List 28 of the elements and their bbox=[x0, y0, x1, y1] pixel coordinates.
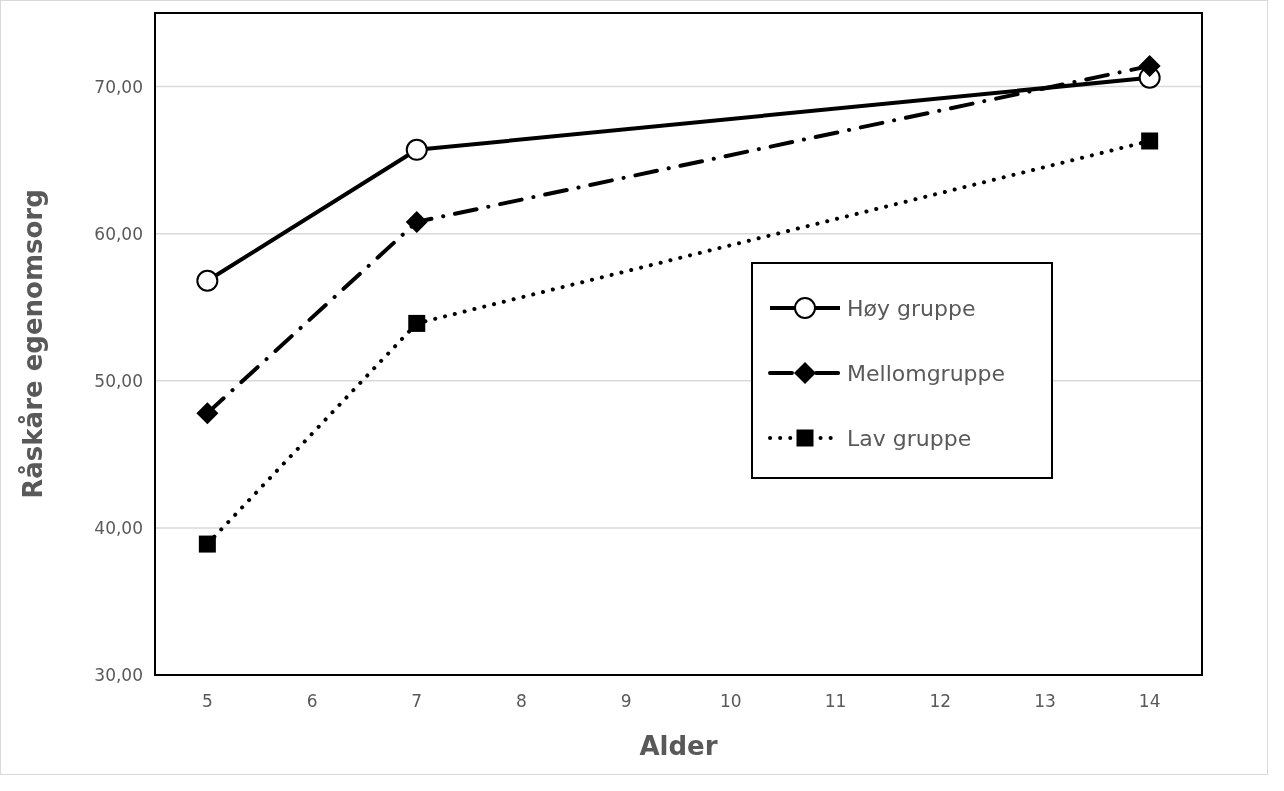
x-tick-label: 13 bbox=[1034, 691, 1056, 711]
x-tick-label: 12 bbox=[929, 691, 952, 711]
x-tick-label: 7 bbox=[411, 691, 423, 711]
y-tick-label: 30,00 bbox=[94, 664, 143, 685]
x-tick-label: 14 bbox=[1138, 691, 1161, 711]
x-tick-label: 6 bbox=[306, 691, 318, 711]
y-tick-label: 70,00 bbox=[94, 76, 143, 97]
x-tick-label: 10 bbox=[720, 691, 742, 711]
x-tick-label: 11 bbox=[824, 691, 847, 711]
legend-label: Lav gruppe bbox=[847, 425, 972, 451]
point bbox=[1141, 132, 1159, 150]
x-tick-label: 9 bbox=[620, 691, 632, 711]
point bbox=[405, 138, 428, 161]
x-tick-label: 5 bbox=[201, 691, 213, 711]
x-tick-label: 8 bbox=[516, 691, 527, 711]
legend-label: Mellomgruppe bbox=[847, 360, 1006, 386]
point bbox=[405, 210, 428, 233]
point bbox=[1138, 54, 1161, 77]
y-tick-label: 40,00 bbox=[94, 517, 143, 538]
point bbox=[198, 535, 216, 553]
y-tick-label: 50,00 bbox=[94, 370, 143, 391]
legend-label: Høy gruppe bbox=[847, 295, 976, 321]
point bbox=[408, 314, 426, 332]
point bbox=[196, 269, 219, 292]
point bbox=[196, 402, 219, 425]
y-tick-label: 60,00 bbox=[94, 223, 143, 244]
x-axis-title: Alder bbox=[639, 731, 718, 761]
y-axis-title: Råskåre egenomsorg bbox=[17, 189, 48, 499]
